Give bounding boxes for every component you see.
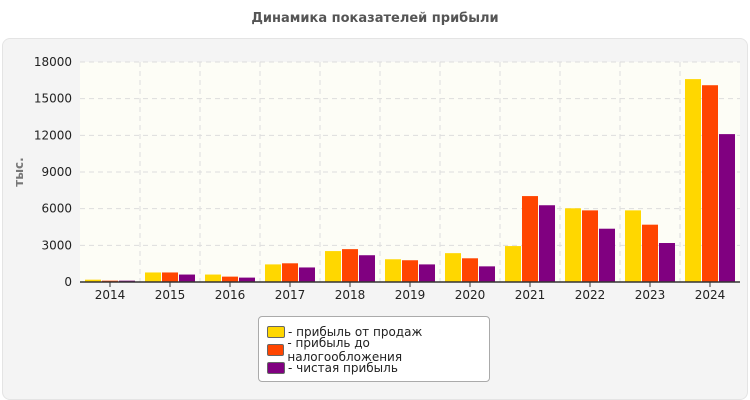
legend: - прибыль от продаж - прибыль до налогоо… (258, 316, 490, 382)
bar (85, 279, 101, 282)
x-tick-label: 2015 (155, 288, 186, 302)
legend-label: - прибыль от продаж (288, 325, 423, 339)
bar (479, 266, 495, 282)
bar (419, 264, 435, 282)
bar (359, 255, 375, 282)
x-tick-label: 2021 (515, 288, 546, 302)
bar (445, 253, 461, 282)
bar (299, 267, 315, 282)
bar (385, 259, 401, 282)
legend-swatch (267, 326, 285, 338)
legend-label: - прибыль до налогообложения (287, 336, 403, 364)
legend-swatch (267, 362, 285, 374)
legend-item: - прибыль от продаж (267, 323, 481, 341)
bar (265, 264, 281, 282)
bar (702, 85, 718, 282)
bar (239, 277, 255, 282)
legend-item: - прибыль до налогообложения (267, 336, 481, 364)
bar (222, 276, 238, 282)
bar (659, 243, 675, 282)
y-tick-label: 3000 (41, 238, 72, 252)
bar (342, 249, 358, 282)
bar (539, 205, 555, 282)
bar (179, 274, 195, 282)
x-tick-label: 2014 (95, 288, 126, 302)
bar (599, 228, 615, 282)
bar (565, 208, 581, 282)
y-tick-label: 9000 (41, 165, 72, 179)
x-tick-label: 2018 (335, 288, 366, 302)
y-tick-label: 12000 (34, 128, 72, 142)
bar (582, 210, 598, 282)
y-tick-label: 15000 (34, 92, 72, 106)
bar (462, 258, 478, 282)
y-axis-label: тыс. (12, 157, 26, 186)
x-tick-label: 2019 (395, 288, 426, 302)
legend-label: - чистая прибыль (288, 361, 398, 375)
y-tick-label: 0 (64, 275, 72, 289)
y-tick-label: 6000 (41, 202, 72, 216)
bar (205, 274, 221, 282)
x-tick-label: 2023 (635, 288, 666, 302)
bar (625, 210, 641, 282)
bar (402, 260, 418, 282)
legend-item: - чистая прибыль (267, 359, 481, 377)
bar (282, 263, 298, 282)
bar (642, 224, 658, 282)
bar (522, 196, 538, 282)
x-tick-label: 2020 (455, 288, 486, 302)
x-tick-label: 2024 (695, 288, 726, 302)
bar (719, 134, 735, 282)
bar (325, 251, 341, 282)
bar (685, 79, 701, 282)
x-tick-label: 2016 (215, 288, 246, 302)
bar (505, 246, 521, 282)
x-tick-label: 2017 (275, 288, 306, 302)
x-tick-label: 2022 (575, 288, 606, 302)
bar (162, 272, 178, 282)
y-tick-label: 18000 (34, 55, 72, 69)
bar (145, 272, 161, 282)
legend-swatch (267, 344, 285, 356)
chart-title: Динамика показателей прибыли (251, 11, 499, 26)
